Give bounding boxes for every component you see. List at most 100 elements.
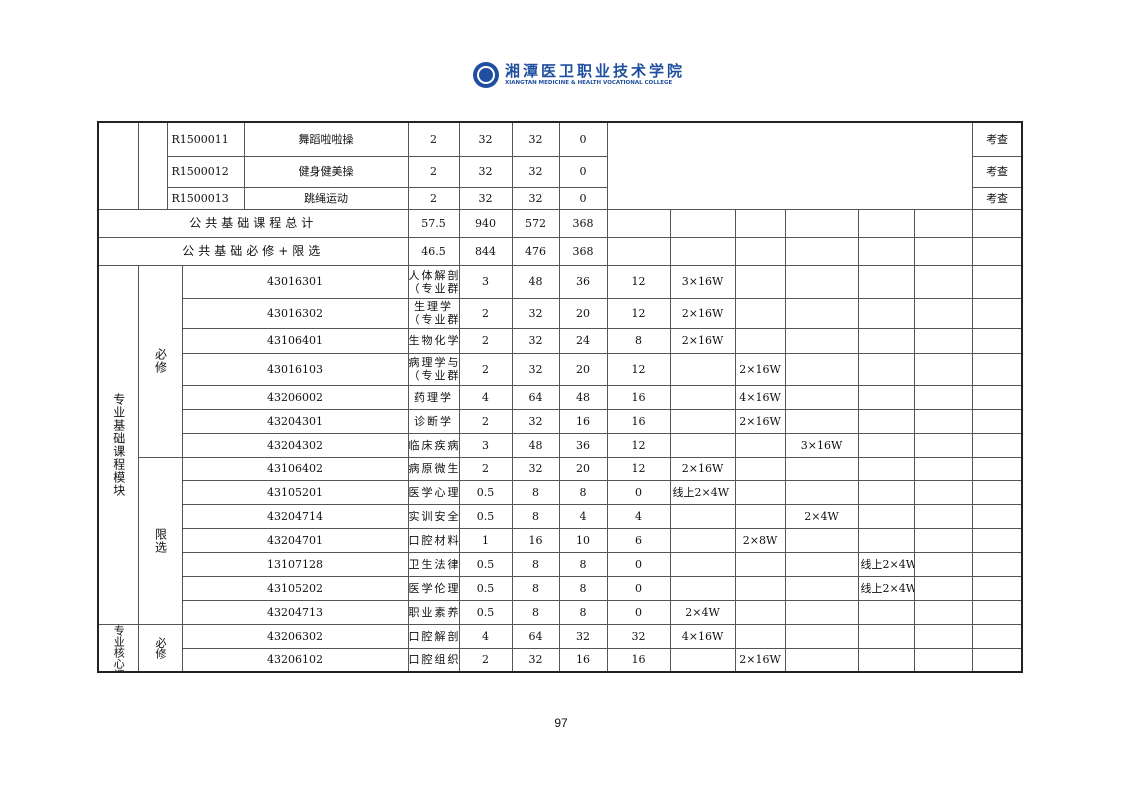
semester-2-hours: 2×8W bbox=[734, 527, 786, 553]
course-title: 卫生法律法规 bbox=[408, 557, 458, 571]
table-row: R1500012 健身健美操 2 32 32 0 考查 bbox=[98, 155, 1023, 188]
semester-6-hours bbox=[971, 647, 1023, 673]
course-title: 医学心理学 bbox=[408, 485, 458, 499]
semester-1-hours: 4×16W bbox=[669, 623, 736, 649]
course-theory: 8 bbox=[558, 479, 608, 505]
table-row: 43206102口腔组织病理学23216162×16W考试 bbox=[98, 647, 1023, 673]
table-row: 专业核心课程必修43206302口腔解剖生理学46432324×16W考试 bbox=[97, 623, 1023, 673]
course-practice: 0 bbox=[606, 599, 671, 625]
semester-3-hours bbox=[784, 352, 859, 386]
course-theory: 4 bbox=[558, 503, 608, 529]
course-title: 临床疾病概要 bbox=[408, 438, 458, 452]
course-code: 43206102 bbox=[181, 647, 409, 673]
semester-1-hours: 2×4W bbox=[669, 599, 736, 625]
course-practice: 0 bbox=[606, 479, 671, 505]
course-theory: 8 bbox=[558, 599, 608, 625]
semester-5-hours bbox=[913, 432, 973, 458]
assessment: 考查 bbox=[971, 121, 1023, 157]
semester-4-hours: 线上2×4W bbox=[857, 575, 915, 601]
semester-4-hours: 线上2×4W bbox=[857, 551, 915, 577]
semester-4-hours bbox=[857, 599, 915, 625]
course-name: 跳绳运动 bbox=[243, 186, 409, 210]
course-code: R1500011 bbox=[166, 121, 245, 157]
semester-2-hours bbox=[734, 599, 786, 625]
semester-6-hours bbox=[971, 599, 1023, 625]
course-theory: 8 bbox=[558, 575, 608, 601]
table-row: 公共基础课程总计 57.5 940 572 368 bbox=[97, 208, 1023, 238]
semester-6-hours bbox=[971, 297, 1023, 329]
semester-2-hours bbox=[734, 575, 786, 601]
course-name: 医学伦理学 bbox=[407, 575, 460, 601]
course-title: 病理学与病理生理学 bbox=[408, 356, 459, 369]
semester-4-hours bbox=[857, 479, 915, 505]
course-hours: 48 bbox=[511, 264, 560, 299]
course-title: 生理学 bbox=[414, 300, 453, 313]
course-credit: 3 bbox=[458, 264, 513, 299]
course-code: R1500013 bbox=[166, 186, 245, 210]
course-practice: 6 bbox=[606, 527, 671, 553]
course-theory: 32 bbox=[511, 186, 560, 210]
semester-5-hours bbox=[913, 551, 973, 577]
course-code: 43106401 bbox=[181, 327, 409, 354]
course-code: 43206002 bbox=[181, 384, 409, 410]
summary-theory: 572 bbox=[511, 208, 560, 238]
course-name: 卫生法律法规 bbox=[407, 551, 460, 577]
course-hours: 8 bbox=[511, 599, 560, 625]
course-practice: 16 bbox=[606, 408, 671, 434]
course-credit: 1 bbox=[458, 527, 513, 553]
core-module-label: 专业核心课程 bbox=[97, 623, 139, 673]
course-name: 口腔材料学 bbox=[407, 527, 460, 553]
page-number: 97 bbox=[554, 716, 568, 730]
semester-2-hours bbox=[734, 551, 786, 577]
semester-3-hours: 2×4W bbox=[784, 503, 859, 529]
summary-label: 公共基础必修+限选 bbox=[97, 236, 409, 266]
semester-3-hours bbox=[784, 264, 859, 299]
blank-category-cell bbox=[97, 121, 139, 210]
semester-5-hours bbox=[913, 352, 973, 386]
semester-6-hours bbox=[971, 384, 1023, 410]
course-practice: 12 bbox=[606, 297, 671, 329]
semester-1-hours bbox=[669, 432, 736, 458]
course-hours: 32 bbox=[511, 352, 560, 386]
course-code: 43016301 bbox=[181, 264, 409, 299]
semester-5-hours bbox=[913, 264, 973, 299]
curriculum-table: R1500011 舞蹈啦啦操 2 32 32 0 考查 R1500012 健身健美操 2 32 32 0… bbox=[97, 121, 1024, 673]
course-name: 病理学与病理生理学（专业群共享课程） bbox=[407, 352, 460, 386]
summary-empty-cell bbox=[734, 236, 786, 266]
semester-6-hours bbox=[971, 432, 1023, 458]
semester-3-hours bbox=[784, 297, 859, 329]
course-practice: 12 bbox=[606, 432, 671, 458]
course-practice: 0 bbox=[606, 551, 671, 577]
semester-4-hours bbox=[857, 384, 915, 410]
course-hours: 32 bbox=[458, 186, 513, 210]
summary-empty-cell bbox=[606, 236, 671, 266]
course-practice: 0 bbox=[558, 121, 608, 157]
course-title: 医学伦理学 bbox=[408, 581, 458, 595]
course-code: 43016103 bbox=[181, 352, 409, 386]
course-theory: 10 bbox=[558, 527, 608, 553]
semester-3-hours bbox=[784, 647, 859, 673]
blank-type-cell bbox=[137, 121, 168, 210]
course-credit: 2 bbox=[407, 121, 460, 157]
semester-1-hours bbox=[669, 647, 736, 673]
semester-3-hours bbox=[784, 527, 859, 553]
semester-1-hours: 线上2×4W bbox=[669, 479, 736, 505]
course-hours: 64 bbox=[511, 384, 560, 410]
course-title: 职业素养 bbox=[408, 605, 459, 619]
semester-1-hours: 2×16W bbox=[669, 297, 736, 329]
summary-empty-cell bbox=[971, 208, 1023, 238]
table-row: R1500011 舞蹈啦啦操 2 32 32 0 考查 bbox=[97, 121, 1023, 210]
course-practice: 12 bbox=[606, 456, 671, 481]
semester-2-hours: 2×16W bbox=[734, 352, 786, 386]
semester-4-hours bbox=[857, 352, 915, 386]
course-credit: 4 bbox=[458, 623, 513, 649]
course-theory: 32 bbox=[558, 623, 608, 649]
course-name: 舞蹈啦啦操 bbox=[243, 121, 409, 157]
semester-1-hours: 2×16W bbox=[669, 456, 736, 481]
